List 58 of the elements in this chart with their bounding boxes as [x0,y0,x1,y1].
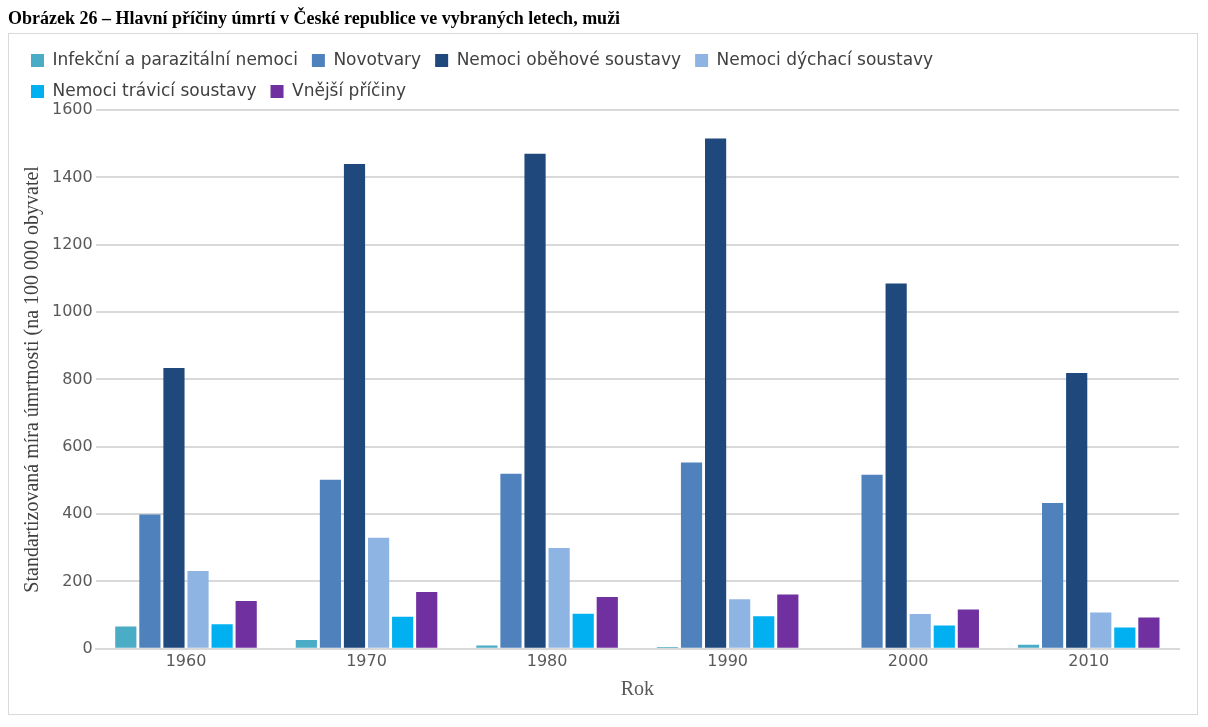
bar [1114,627,1136,648]
y-tick-label: 1000 [52,301,93,321]
legend-label: Novotvary [333,48,422,69]
bar [367,537,390,648]
bar [524,153,546,648]
x-axis-title: Rok [620,677,655,700]
bar [1138,617,1160,648]
bar [187,571,209,648]
bar [1090,612,1112,648]
y-tick-label: 0 [82,637,93,657]
bar [957,609,979,648]
bar [705,138,727,648]
y-tick-label: 1600 [52,99,93,119]
bar [680,462,703,648]
bar [1017,644,1040,648]
y-tick-label: 1400 [52,166,93,186]
bar [933,625,955,648]
legend-label: Infekční a parazitální nemoci [52,48,298,69]
bar [861,474,883,648]
bar [1042,502,1064,648]
y-tick-label: 600 [62,435,93,455]
legend-label: Vnější příčiny [292,79,407,100]
bar [295,640,317,648]
bar [476,645,498,648]
legend-label: Nemoci dýchací soustavy [716,48,934,69]
x-tick-label: 2000 [887,650,929,670]
bar [572,613,594,648]
y-axis-title: Standartizovaná míra úmrtnosti (na 100 000 obyvatel [20,165,44,593]
x-tick-label: 2010 [1068,650,1110,670]
chart-title: Obrázek 26 – Hlavní příčiny úmrtí v České republice ve vybraných letech, muži [8,8,622,29]
bar [1066,373,1088,648]
legend-label: Nemoci trávicí soustavy [52,79,257,100]
bar [729,599,751,648]
bar [319,479,342,648]
bar [235,600,257,648]
legend-label: Nemoci oběhové soustavy [456,48,682,69]
bar [500,473,522,648]
y-tick-label: 200 [62,570,93,590]
x-tick-label: 1980 [526,650,568,670]
y-tick-label: 400 [62,503,93,523]
bar [163,367,185,648]
y-tick-label: 1200 [52,233,93,253]
x-tick-label: 1970 [346,650,387,670]
bar [885,283,907,648]
bar [392,616,414,648]
bar [596,596,618,648]
bar [115,626,137,648]
bar [753,616,775,648]
bar [343,163,366,648]
bar [909,614,931,648]
x-tick-label: 1960 [165,650,207,670]
bar [211,624,233,648]
y-tick-label: 800 [62,368,93,388]
bar [548,548,570,648]
bar [139,514,161,648]
x-tick-label: 1990 [707,650,748,670]
bar [777,594,799,648]
bar [416,591,438,648]
